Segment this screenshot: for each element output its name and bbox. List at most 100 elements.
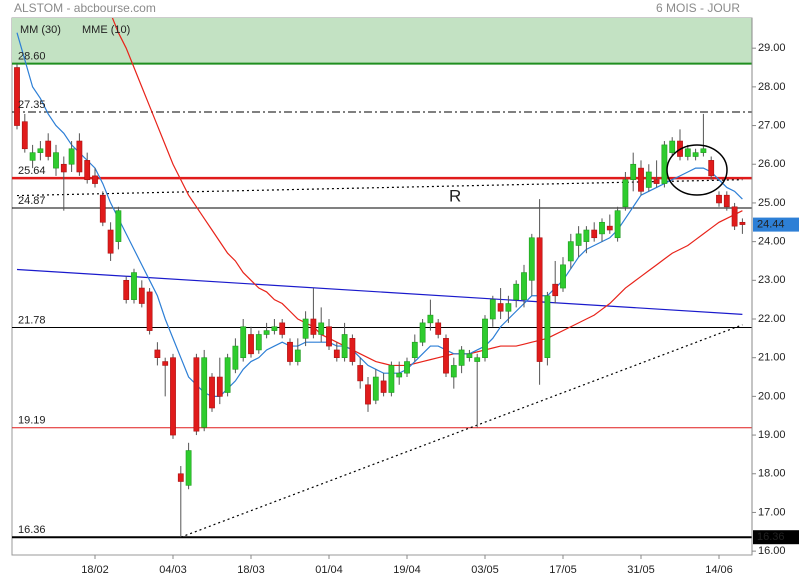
candle-body <box>14 67 20 126</box>
x-tick-label: 19/04 <box>393 564 421 576</box>
x-tick-label: 17/05 <box>549 564 577 576</box>
y-tick-label: 16.00 <box>758 545 786 557</box>
candle-body <box>146 291 153 331</box>
candle-body <box>365 384 371 405</box>
candle-body <box>138 287 145 304</box>
candle-body <box>380 380 387 393</box>
series-line <box>16 32 743 397</box>
candle-body <box>544 295 551 358</box>
candle-body <box>474 357 481 362</box>
candle-body <box>240 326 247 358</box>
candle-body <box>669 140 676 153</box>
candle-body <box>326 326 332 347</box>
candle-body <box>162 361 169 366</box>
candle-body <box>723 194 730 208</box>
chart-title: ALSTOM - abcbourse.com <box>14 1 156 15</box>
candle-body <box>396 372 403 378</box>
candle-body <box>661 144 668 184</box>
series-line <box>111 18 743 367</box>
candle-body <box>653 179 660 184</box>
level-label: 27.35 <box>18 99 46 111</box>
candle-body <box>466 353 473 358</box>
y-tick-label: 24.00 <box>758 236 786 248</box>
candle-body <box>521 272 527 300</box>
candle-body <box>302 318 309 339</box>
candle-body <box>482 318 488 358</box>
candle-body <box>248 334 254 355</box>
candle-body <box>37 148 44 153</box>
x-tick-label: 04/03 <box>159 564 187 576</box>
candle-body <box>708 160 715 177</box>
candle-body <box>53 152 59 169</box>
candle-body <box>341 334 348 358</box>
x-tick-label: 01/04 <box>315 564 343 576</box>
x-tick-label: 18/02 <box>81 564 109 576</box>
x-tick-label: 31/05 <box>627 564 655 576</box>
candle-body <box>638 167 644 192</box>
candle-body <box>294 349 301 362</box>
candle-body <box>29 152 36 161</box>
candle-body <box>45 140 52 157</box>
candle-body <box>372 376 379 401</box>
candle-body <box>599 221 605 235</box>
x-tick-label: 18/03 <box>237 564 265 576</box>
last-price-box <box>753 217 799 232</box>
level-label: 28.60 <box>18 51 46 63</box>
candle-body <box>287 341 293 362</box>
candle-body <box>404 361 410 374</box>
candle-body <box>310 318 317 335</box>
candle-body <box>170 357 176 436</box>
candle-body <box>716 194 722 204</box>
candle-body <box>731 206 738 227</box>
highlight-circle <box>666 144 728 196</box>
candle-body <box>458 349 465 366</box>
zone <box>12 18 752 64</box>
plot-area <box>12 18 752 539</box>
candle-body <box>505 303 512 312</box>
candle-body <box>263 330 270 335</box>
legend-entry: MME (10) <box>82 24 130 36</box>
level-label: 24.87 <box>18 195 46 207</box>
candle-body <box>513 283 520 300</box>
candle-body <box>131 272 137 300</box>
candle-body <box>209 376 215 409</box>
candle-body <box>443 338 449 374</box>
candle-body <box>76 140 83 173</box>
candle-body <box>271 326 278 331</box>
candle-body <box>107 229 114 254</box>
level-label: 25.64 <box>18 165 46 177</box>
level-price-label: 16.36 <box>757 531 785 543</box>
candle-body <box>201 357 208 428</box>
candle-body <box>123 280 130 300</box>
candle-body <box>427 314 434 324</box>
candle-body <box>560 264 566 289</box>
level-label: 19.19 <box>18 415 46 427</box>
candle-body <box>411 341 418 358</box>
y-tick-label: 25.00 <box>758 197 786 209</box>
candle-body <box>614 210 621 239</box>
candle-body <box>536 237 543 362</box>
candle-body <box>630 163 637 181</box>
candle-body <box>606 225 613 231</box>
candle-body <box>388 365 395 393</box>
candle-body <box>318 322 325 335</box>
trend-line <box>180 324 743 538</box>
x-tick-label: 14/06 <box>705 564 733 576</box>
candle-body <box>489 299 496 320</box>
candle-body <box>591 229 598 239</box>
legend-entry: MM (30) <box>20 24 61 36</box>
y-tick-label: 18.00 <box>758 468 786 480</box>
candle-body <box>575 233 582 246</box>
y-tick-label: 23.00 <box>758 274 786 286</box>
trend-line <box>16 268 743 315</box>
candle-body <box>185 450 192 486</box>
candle-body <box>622 179 629 208</box>
y-tick-label: 22.00 <box>758 313 786 325</box>
candle-body <box>528 237 535 281</box>
candle-body <box>177 473 184 482</box>
y-tick-label: 17.00 <box>758 506 786 518</box>
candle-body <box>435 322 442 335</box>
candle-body <box>216 376 223 397</box>
candle-body <box>115 210 122 242</box>
y-tick-label: 29.00 <box>758 42 786 54</box>
